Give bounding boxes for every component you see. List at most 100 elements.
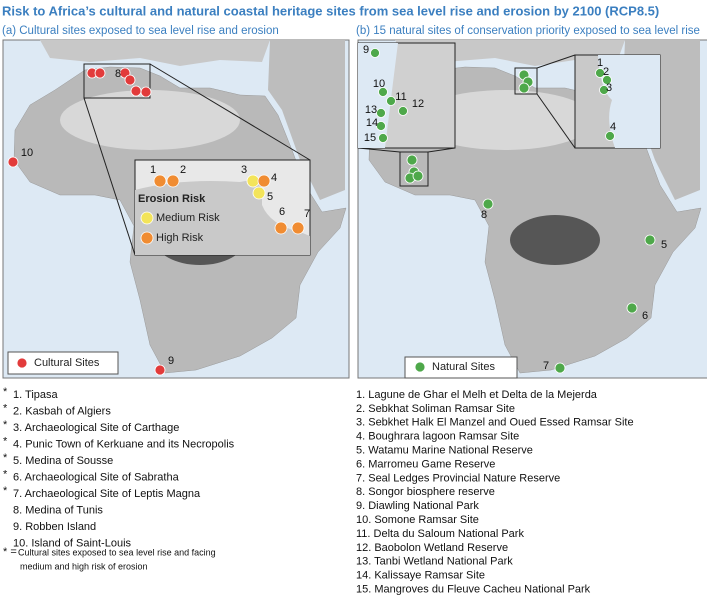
land — [40, 40, 270, 66]
footnote-marker: * = — [3, 546, 17, 558]
list-item: 8. Songor biosphere reserve — [356, 486, 495, 498]
list-item: 10. Somone Ramsar Site — [356, 514, 479, 526]
footnote-line: medium and high risk of erosion — [20, 561, 148, 571]
site-marker — [398, 106, 408, 116]
list-marker: * — [3, 402, 8, 414]
site-label: 9 — [363, 44, 369, 56]
list-item: 5. Watamu Marine National Reserve — [356, 445, 533, 457]
list-marker: * — [3, 419, 8, 431]
site-marker — [376, 108, 386, 118]
site-marker — [605, 131, 615, 141]
site-label: 10 — [373, 78, 385, 90]
list-item: 6. Archaeological Site of Sabratha — [13, 471, 180, 483]
legend-label: Natural Sites — [432, 361, 495, 373]
list-item: 11. Delta du Saloum National Park — [356, 528, 524, 540]
list-item: 2. Sebkhat Soliman Ramsar Site — [356, 403, 515, 415]
footnote-line: Cultural sites exposed to sea level rise… — [18, 547, 216, 557]
list-item: 10. Island of Saint-Louis — [13, 537, 132, 549]
site-marker — [554, 362, 566, 374]
list-item: 7. Seal Ledges Provincial Nature Reserve — [356, 472, 560, 484]
site-marker — [386, 96, 396, 106]
site-marker — [602, 75, 612, 85]
land — [268, 40, 345, 200]
site-label: 2 — [603, 66, 609, 78]
site-label: 6 — [642, 310, 648, 322]
site-label: 5 — [661, 239, 667, 251]
list-marker: * — [3, 435, 8, 447]
list-item: 1. Lagune de Ghar el Melh et Delta de la… — [356, 389, 598, 401]
zoom-box — [83, 63, 151, 99]
site-marker — [140, 86, 152, 98]
list-marker: * — [3, 452, 8, 464]
site-marker — [274, 221, 288, 235]
inset-sea — [598, 55, 660, 148]
list-item: 7. Archaeological Site of Leptis Magna — [13, 488, 201, 500]
site-marker — [291, 221, 305, 235]
desert — [60, 90, 240, 150]
site-marker — [482, 198, 494, 210]
site-marker — [626, 302, 638, 314]
zoom-line — [536, 93, 576, 149]
site-label: 3 — [241, 164, 247, 176]
list-item: 14. Kalissaye Ramsar Site — [356, 570, 485, 582]
site-marker — [140, 231, 154, 245]
site-label: 10 — [21, 147, 33, 159]
list-item: 6. Marromeu Game Reserve — [356, 458, 495, 470]
site-label: 1 — [597, 57, 603, 69]
site-marker — [595, 68, 605, 78]
zoom-line — [149, 63, 311, 161]
list-marker: * — [3, 485, 8, 497]
site-label: 13 — [365, 104, 377, 116]
site-marker — [16, 357, 28, 369]
site-label: 15 — [364, 132, 376, 144]
site-marker — [153, 174, 167, 188]
site-marker — [599, 85, 609, 95]
panel-subtitle: (a) Cultural sites exposed to sea level … — [2, 25, 279, 37]
panel-subtitle: (b) 15 natural sites of conservation pri… — [356, 25, 700, 37]
site-marker — [166, 174, 180, 188]
inset-legend-item: High Risk — [156, 232, 204, 244]
list-item: 5. Medina of Sousse — [13, 455, 113, 467]
site-label: 14 — [366, 117, 378, 129]
site-marker — [370, 48, 380, 58]
site-label: 6 — [279, 206, 285, 218]
list-item: 4. Boughrara lagoon Ramsar Site — [356, 431, 519, 443]
inset-legend-title: Erosion Risk — [138, 193, 206, 205]
site-label: 8 — [115, 68, 121, 80]
site-marker — [246, 174, 260, 188]
site-label: 2 — [180, 164, 186, 176]
site-label: 11 — [395, 91, 406, 103]
site-label: 3 — [606, 82, 612, 94]
site-marker — [378, 87, 388, 97]
site-label: 5 — [267, 191, 273, 203]
inset-legend-item: Medium Risk — [156, 212, 220, 224]
zoom-box — [399, 151, 429, 187]
zoom-line — [357, 147, 401, 153]
list-item: 1. Tipasa — [13, 389, 59, 401]
site-label: 9 — [168, 355, 174, 367]
zoom-line — [427, 147, 456, 153]
site-label: 4 — [271, 172, 277, 184]
site-label: 8 — [481, 209, 487, 221]
zoom-line — [83, 97, 136, 256]
list-item: 9. Diawling National Park — [356, 500, 479, 512]
list-marker: * — [3, 468, 8, 480]
site-marker — [518, 82, 530, 94]
site-marker — [414, 361, 426, 373]
legend-box — [404, 356, 518, 379]
legend-box — [7, 351, 119, 375]
inset-coast — [135, 178, 310, 255]
site-label: 7 — [543, 360, 549, 372]
site-marker — [644, 234, 656, 246]
site-marker — [7, 156, 19, 168]
site-marker — [124, 74, 136, 86]
site-marker — [130, 85, 142, 97]
legend-label: Cultural Sites — [34, 357, 100, 369]
list-marker: * — [3, 386, 8, 398]
site-label: 7 — [304, 208, 310, 220]
list-item: 12. Baobolon Wetland Reserve — [356, 542, 508, 554]
list-item: 9. Robben Island — [13, 521, 96, 533]
list-item: 2. Kasbah of Algiers — [13, 405, 111, 417]
list-item: 3. Archaeological Site of Carthage — [13, 422, 179, 434]
